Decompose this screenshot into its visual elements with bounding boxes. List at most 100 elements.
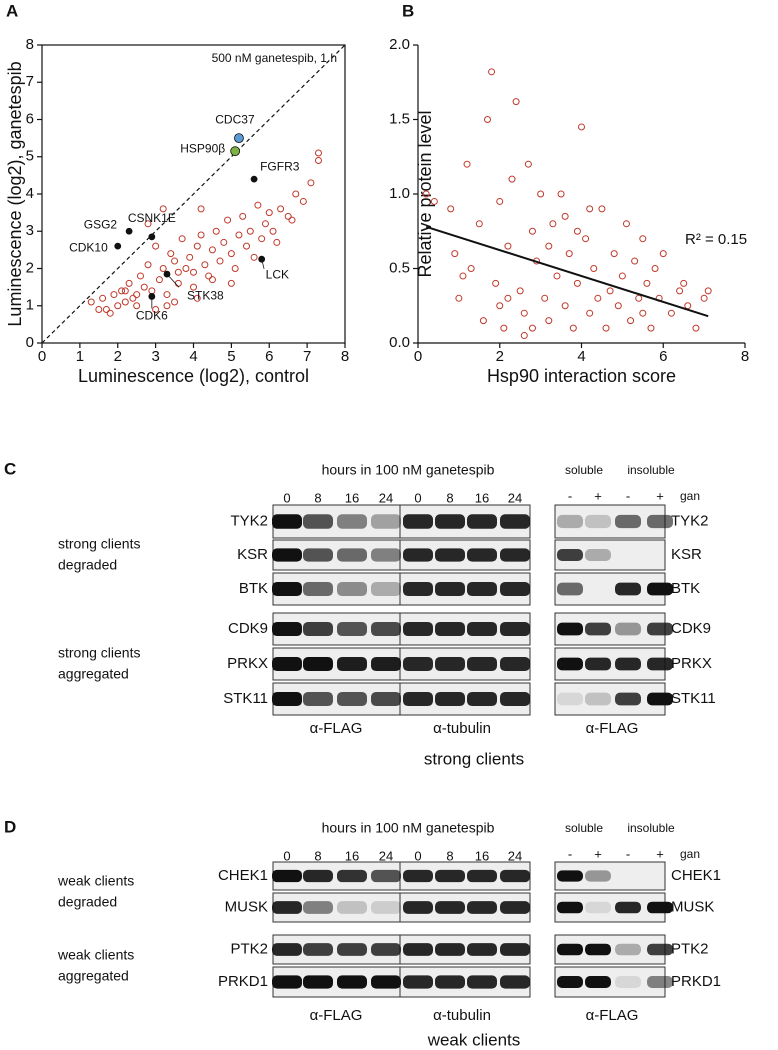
point-label: LCK xyxy=(266,267,289,281)
x-axis-label: Hsp90 interaction score xyxy=(487,366,676,386)
data-point xyxy=(314,156,322,164)
timepoint-label: 8 xyxy=(446,490,453,505)
band xyxy=(337,581,367,597)
data-point xyxy=(197,231,205,239)
data-point xyxy=(129,294,137,302)
y-tick-label: 0 xyxy=(26,334,34,351)
band xyxy=(371,548,401,562)
data-point xyxy=(186,253,194,261)
data-point xyxy=(561,302,569,310)
band xyxy=(403,869,433,883)
x-tick-label: 4 xyxy=(577,348,585,365)
blot-strip xyxy=(554,682,666,716)
antibody-label: α-FLAG xyxy=(310,1007,363,1024)
x-tick-label: 6 xyxy=(659,348,667,365)
band xyxy=(557,943,583,956)
data-point xyxy=(148,287,156,295)
timepoint-label: 0 xyxy=(414,848,421,863)
band xyxy=(615,657,641,671)
data-point xyxy=(520,332,528,340)
data-point xyxy=(269,227,277,235)
data-point xyxy=(190,283,197,291)
data-point xyxy=(463,160,471,168)
band xyxy=(585,549,611,561)
data-point xyxy=(569,324,577,332)
data-point xyxy=(475,220,483,228)
band xyxy=(500,621,530,637)
protein-label: TYK2 xyxy=(671,512,709,529)
band xyxy=(435,869,465,883)
blot-caption: weak clients xyxy=(427,1030,521,1049)
data-point xyxy=(292,190,300,198)
timepoint-label: 24 xyxy=(508,490,522,505)
data-point xyxy=(492,279,500,287)
band xyxy=(500,901,530,914)
group-label: strong clients xyxy=(58,645,140,661)
data-point xyxy=(87,298,95,306)
band xyxy=(303,548,333,562)
data-point xyxy=(212,227,220,235)
data-point xyxy=(227,250,235,258)
band xyxy=(272,621,302,637)
y-tick-label: 8 xyxy=(26,36,34,53)
data-point xyxy=(553,272,561,280)
y-tick-label: 6 xyxy=(26,110,34,127)
band xyxy=(615,976,641,988)
highlight-point xyxy=(148,233,156,241)
data-point xyxy=(243,242,251,250)
data-point xyxy=(488,68,496,76)
band xyxy=(647,943,673,956)
timepoint-label: 16 xyxy=(475,490,489,505)
data-point xyxy=(635,294,643,302)
blot-header: hours in 100 nM ganetespib xyxy=(322,462,495,478)
band xyxy=(303,514,333,529)
band xyxy=(557,549,583,561)
data-point xyxy=(545,242,553,250)
fraction-label: insoluble xyxy=(627,821,675,835)
data-point xyxy=(496,197,504,205)
band xyxy=(467,621,497,637)
data-point xyxy=(239,212,247,220)
band xyxy=(272,514,302,529)
band xyxy=(557,622,583,636)
point-label: CDC37 xyxy=(215,112,255,126)
data-point xyxy=(598,205,606,213)
data-point xyxy=(455,294,463,302)
band xyxy=(585,901,611,914)
data-point xyxy=(231,265,239,272)
band xyxy=(371,901,401,914)
annotation: 500 nM ganetespib, 1 h xyxy=(212,51,337,65)
data-point xyxy=(171,298,179,306)
data-point xyxy=(144,261,152,269)
data-point xyxy=(516,287,524,295)
band xyxy=(467,943,497,956)
band xyxy=(585,657,611,671)
protein-label: MUSK xyxy=(671,898,714,915)
data-point xyxy=(573,279,581,287)
band xyxy=(371,975,401,989)
data-point xyxy=(246,227,254,235)
x-tick-label: 2 xyxy=(496,348,504,365)
data-point xyxy=(500,324,508,332)
data-point xyxy=(118,287,126,295)
data-point xyxy=(95,305,103,313)
data-point xyxy=(504,242,512,250)
data-point xyxy=(106,309,114,317)
band xyxy=(272,869,302,883)
data-point xyxy=(197,205,205,213)
band xyxy=(272,691,302,707)
antibody-label: α-tubulin xyxy=(433,720,491,737)
data-point xyxy=(121,287,129,295)
protein-label: MUSK xyxy=(225,898,268,915)
band xyxy=(467,514,497,529)
band xyxy=(303,943,333,956)
band xyxy=(647,901,673,914)
band xyxy=(467,901,497,914)
timepoint-label: 0 xyxy=(414,490,421,505)
band xyxy=(371,581,401,597)
treatment-label: + xyxy=(656,488,664,503)
data-point xyxy=(537,190,545,198)
x-tick-label: 2 xyxy=(114,348,122,365)
blot-strip xyxy=(554,861,666,891)
band xyxy=(615,582,641,596)
